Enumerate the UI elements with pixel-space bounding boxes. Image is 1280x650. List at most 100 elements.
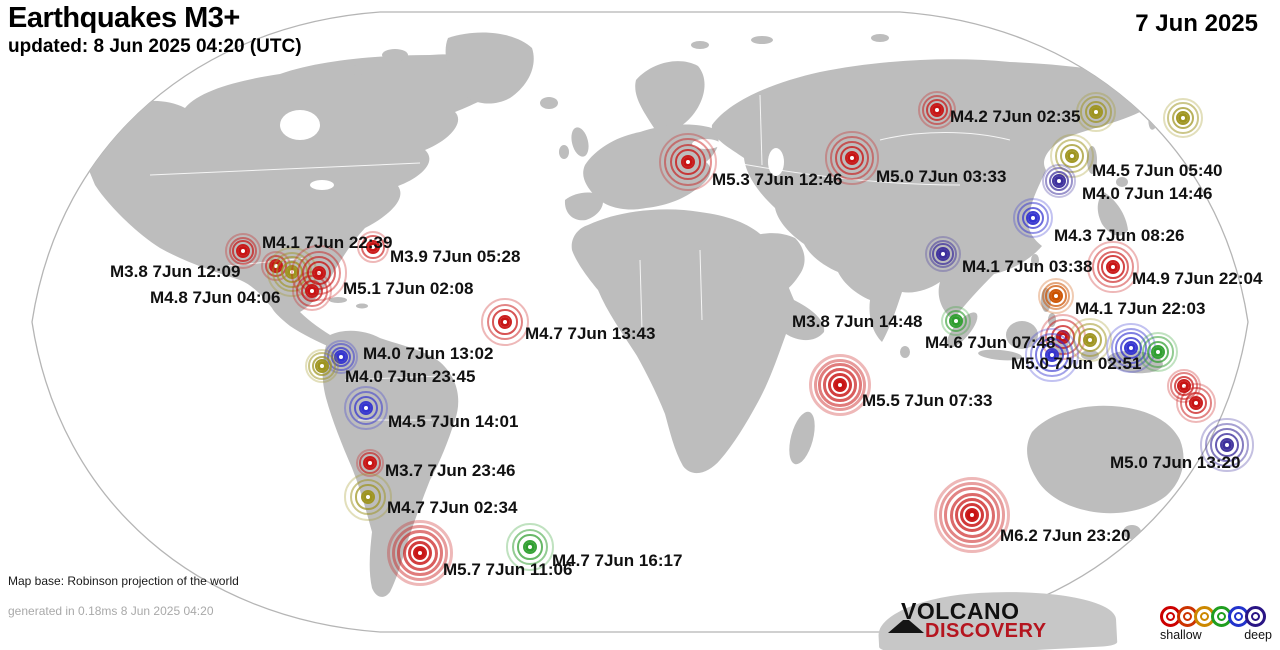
quake-ring: [311, 355, 333, 377]
quake-ring: [1189, 396, 1203, 410]
quake-ring: [1041, 163, 1077, 199]
quake-ring: [1092, 246, 1134, 288]
quake-ring: [363, 456, 377, 470]
quake-epicenter-dot: [1126, 343, 1136, 353]
quake-ring: [940, 305, 972, 337]
quake-ring: [833, 378, 847, 392]
quake-epicenter-dot: [500, 317, 510, 327]
quake-ring: [354, 396, 378, 420]
quake-ring: [1037, 277, 1075, 315]
quake-ring: [413, 546, 427, 560]
quake-label: M5.0 7Jun 03:33: [876, 167, 1007, 186]
updated-timestamp: updated: 8 Jun 2025 04:20 (UTC): [8, 36, 302, 57]
depth-legend-rings: [1160, 606, 1272, 627]
quake-label: M4.0 7Jun 23:45: [345, 367, 476, 386]
quake-ring: [359, 401, 373, 415]
quake-ring: [1030, 333, 1074, 377]
quake-label: M4.9 7Jun 22:04: [1132, 269, 1263, 288]
quake-ring: [305, 284, 319, 298]
quake-ring: [835, 141, 869, 175]
quake-ring: [681, 155, 695, 169]
quake-ring: [397, 530, 443, 576]
quake-ring: [1146, 340, 1170, 364]
quake-ring: [1041, 281, 1071, 311]
quake-epicenter-dot: [1178, 113, 1188, 123]
quake-ring: [926, 99, 948, 121]
quake-ring: [840, 146, 864, 170]
quake-ring: [1220, 438, 1234, 452]
quake-ring: [1167, 102, 1199, 134]
quake-ring: [1045, 285, 1067, 307]
quake-ring: [1040, 343, 1064, 367]
page-title: Earthquakes M3+: [8, 2, 240, 34]
quake-ring: [1163, 98, 1203, 138]
quake-ring: [224, 232, 262, 270]
quake-ring: [944, 487, 1000, 543]
continents: [78, 32, 1245, 597]
quake-ring: [944, 309, 968, 333]
quake-label: M4.7 7Jun 13:43: [525, 324, 656, 343]
quake-ring: [356, 230, 390, 264]
quake-ring: [1045, 348, 1059, 362]
quake-ring: [308, 352, 336, 380]
quake-epicenter-dot: [1085, 335, 1095, 345]
quake-ring: [1200, 418, 1254, 472]
quake-ring: [932, 243, 954, 265]
quake-ring: [959, 502, 985, 528]
quake-label: M3.7 7Jun 23:46: [385, 461, 516, 480]
quake-ring: [1124, 341, 1138, 355]
quake-ring: [1026, 211, 1040, 225]
quake-label: M5.1 7Jun 02:08: [343, 279, 474, 298]
quake-epicenter-dot: [363, 492, 373, 502]
quake-ring: [669, 143, 707, 181]
quake-ring: [1013, 198, 1053, 238]
quake-epicenter-dot: [307, 286, 317, 296]
quake-label: M4.2 7Jun 02:35: [950, 107, 1081, 126]
quake-label: M4.5 7Jun 14:01: [388, 412, 519, 431]
quake-label: M5.7 7Jun 11:06: [443, 560, 573, 579]
quake-ring: [392, 525, 448, 581]
quake-ring: [1101, 255, 1125, 279]
map-date: 7 Jun 2025: [1135, 10, 1258, 37]
quake-ring: [936, 247, 950, 261]
quake-ring: [1060, 144, 1084, 168]
quake-ring: [1096, 250, 1130, 284]
quake-epicenter-dot: [415, 548, 425, 558]
quake-epicenter-dot: [683, 157, 693, 167]
quake-ring: [361, 490, 375, 504]
quake-ring: [1184, 391, 1208, 415]
quake-ring: [1215, 433, 1239, 457]
quake-ring: [1171, 106, 1195, 130]
quake-epicenter-dot: [1051, 291, 1061, 301]
quake-epicenter-dot: [317, 361, 327, 371]
map-base-note: Map base: Robinson projection of the wor…: [8, 574, 239, 588]
quake-ring: [675, 149, 701, 175]
quake-ring: [1083, 333, 1097, 347]
logo-volcano-text: VOLCANO: [901, 598, 1020, 624]
quake-ring: [386, 519, 454, 587]
quake-ring: [949, 314, 963, 328]
quake-ring: [930, 103, 944, 117]
quake-ring: [292, 271, 332, 311]
depth-legend: shallow deep: [1160, 606, 1272, 642]
quake-label: M4.3 7Jun 08:26: [1054, 226, 1185, 245]
quake-label: M4.0 7Jun 14:46: [1082, 184, 1213, 203]
quake-ring: [315, 359, 329, 373]
quake-label: M3.8 7Jun 12:09: [110, 262, 241, 281]
quake-ring: [924, 235, 962, 273]
quake-epicenter-dot: [1191, 398, 1201, 408]
quake-ring: [407, 540, 433, 566]
quake-ring: [1176, 383, 1216, 423]
quake-ring: [965, 508, 979, 522]
quake-epicenter-dot: [1091, 107, 1101, 117]
quake-ring: [1151, 345, 1165, 359]
quake-label: M4.7 7Jun 16:17: [552, 551, 683, 570]
quake-ring: [1106, 260, 1120, 274]
quake-epicenter-dot: [847, 153, 857, 163]
quake-epicenter-dot: [365, 458, 375, 468]
quake-ring: [808, 353, 872, 417]
quake-ring: [1138, 332, 1178, 372]
quake-label: M5.3 7Jun 12:46: [712, 170, 843, 189]
